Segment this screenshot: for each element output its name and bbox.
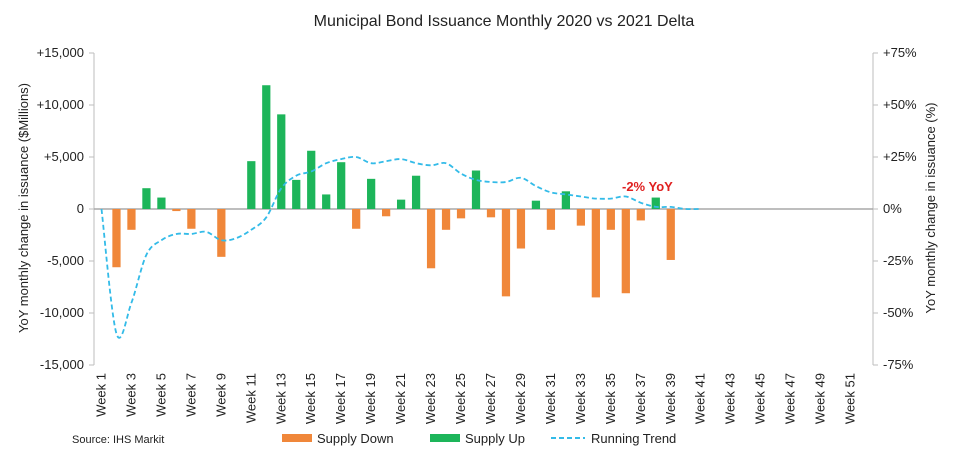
bar-supply-down — [606, 209, 615, 230]
x-tick-label: Week 9 — [213, 373, 228, 417]
bar-supply-up — [142, 188, 151, 209]
bar-supply-up — [322, 194, 331, 209]
left-tick-label: 0 — [77, 201, 84, 216]
left-tick-label: +15,000 — [37, 45, 84, 60]
bar-supply-down — [172, 209, 181, 212]
x-tick-label: Week 35 — [603, 373, 618, 424]
bar-supply-up — [292, 179, 301, 209]
x-tick-label: Week 47 — [783, 373, 798, 424]
x-tick-label: Week 39 — [663, 373, 678, 424]
right-tick-label: -50% — [883, 305, 914, 320]
bar-supply-up — [262, 85, 271, 209]
right-axis-ticks: +75% +50% +25% 0% -25% -50% -75% — [873, 45, 917, 372]
x-tick-label: Week 25 — [453, 373, 468, 424]
x-tick-label: Week 11 — [243, 373, 258, 423]
bar-supply-up — [247, 161, 256, 209]
left-axis-ticks: +15,000 +10,000 +5,000 0 -5,000 -10,000 -15,00… — [37, 45, 94, 372]
x-tick-label: Week 41 — [693, 373, 708, 424]
bar-supply-up — [471, 170, 481, 209]
running-trend-line — [100, 155, 701, 339]
bar-supply-down — [127, 209, 136, 230]
right-tick-label: -25% — [883, 253, 914, 268]
bar-supply-down — [112, 209, 121, 268]
bar-supply-down — [217, 209, 226, 257]
legend-label-supply-down: Supply Down — [317, 431, 394, 446]
x-tick-label: Week 27 — [483, 373, 498, 424]
left-axis-title: YoY monthly change in issuance ($Million… — [16, 83, 31, 333]
chart-title: Municipal Bond Issuance Monthly 2020 vs … — [314, 13, 695, 30]
bar-supply-up — [531, 200, 541, 209]
x-tick-label: Week 13 — [273, 373, 288, 424]
bar-supply-down — [456, 209, 466, 219]
x-tick-label: Week 49 — [813, 373, 828, 424]
bar-supply-down — [382, 209, 391, 217]
x-tick-label: Week 7 — [183, 373, 198, 417]
right-tick-label: -75% — [883, 357, 914, 372]
right-axis-title: YoY monthly change in issuance (%) — [923, 102, 938, 313]
bar-supply-down — [187, 209, 196, 229]
bar-supply-up — [157, 197, 166, 209]
left-tick-label: -5,000 — [47, 253, 84, 268]
x-tick-label: Week 23 — [423, 373, 438, 424]
left-tick-label: +10,000 — [37, 97, 84, 112]
bar-supply-down — [576, 209, 585, 226]
bar-supply-up — [396, 199, 406, 209]
x-tick-label: Week 17 — [333, 373, 348, 424]
right-tick-label: 0% — [883, 201, 902, 216]
legend-label-supply-up: Supply Up — [465, 431, 525, 446]
bar-supply-down — [441, 209, 451, 230]
bar-supply-down — [501, 209, 511, 297]
bar-supply-down — [591, 209, 600, 298]
legend-swatch-supply-up — [430, 434, 460, 442]
bar-supply-up — [411, 175, 421, 209]
left-tick-label: -10,000 — [40, 305, 84, 320]
x-tick-label: Week 3 — [124, 373, 139, 417]
x-tick-label: Week 5 — [153, 373, 168, 417]
left-tick-label: +5,000 — [44, 149, 84, 164]
x-axis-ticks: Week 1 Week 3 Week 5 Week 7 Week 9 Week 11 Wee… — [94, 373, 858, 424]
source-note: Source: IHS Markit — [72, 434, 164, 446]
axes — [93, 53, 874, 365]
bar-supply-up — [337, 162, 346, 209]
x-tick-label: Week 31 — [543, 373, 558, 424]
x-tick-label: Week 15 — [303, 373, 318, 424]
legend-swatch-supply-down — [282, 434, 312, 442]
bar-supply-down — [546, 209, 556, 230]
bars — [112, 85, 675, 298]
bar-supply-down — [636, 209, 645, 221]
bar-supply-up — [561, 191, 571, 209]
x-tick-label: Week 29 — [513, 373, 528, 424]
x-tick-label: Week 21 — [393, 373, 408, 424]
legend: Supply Down Supply Up Running Trend — [282, 431, 676, 446]
right-tick-label: +50% — [883, 97, 917, 112]
bar-supply-down — [666, 209, 675, 260]
x-tick-label: Week 37 — [633, 373, 648, 424]
bar-supply-down — [621, 209, 630, 294]
bar-supply-down — [352, 209, 361, 229]
bar-supply-up — [651, 197, 660, 209]
bar-supply-up — [307, 150, 316, 209]
x-tick-label: Week 43 — [723, 373, 738, 424]
x-tick-label: Week 51 — [843, 373, 858, 424]
bar-supply-up — [367, 178, 376, 209]
x-tick-label: Week 45 — [753, 373, 768, 424]
x-tick-label: Week 1 — [94, 373, 109, 417]
right-tick-label: +75% — [883, 45, 917, 60]
yoy-annotation: -2% YoY — [622, 179, 673, 194]
bar-supply-down — [486, 209, 496, 218]
bar-supply-down — [516, 209, 526, 249]
bar-supply-down — [426, 209, 436, 269]
legend-label-running-trend: Running Trend — [591, 431, 676, 446]
bar-supply-up — [277, 114, 286, 209]
right-tick-label: +25% — [883, 149, 917, 164]
x-tick-label: Week 19 — [363, 373, 378, 424]
running-trend — [100, 155, 701, 339]
x-tick-label: Week 33 — [573, 373, 588, 424]
left-tick-label: -15,000 — [40, 357, 84, 372]
